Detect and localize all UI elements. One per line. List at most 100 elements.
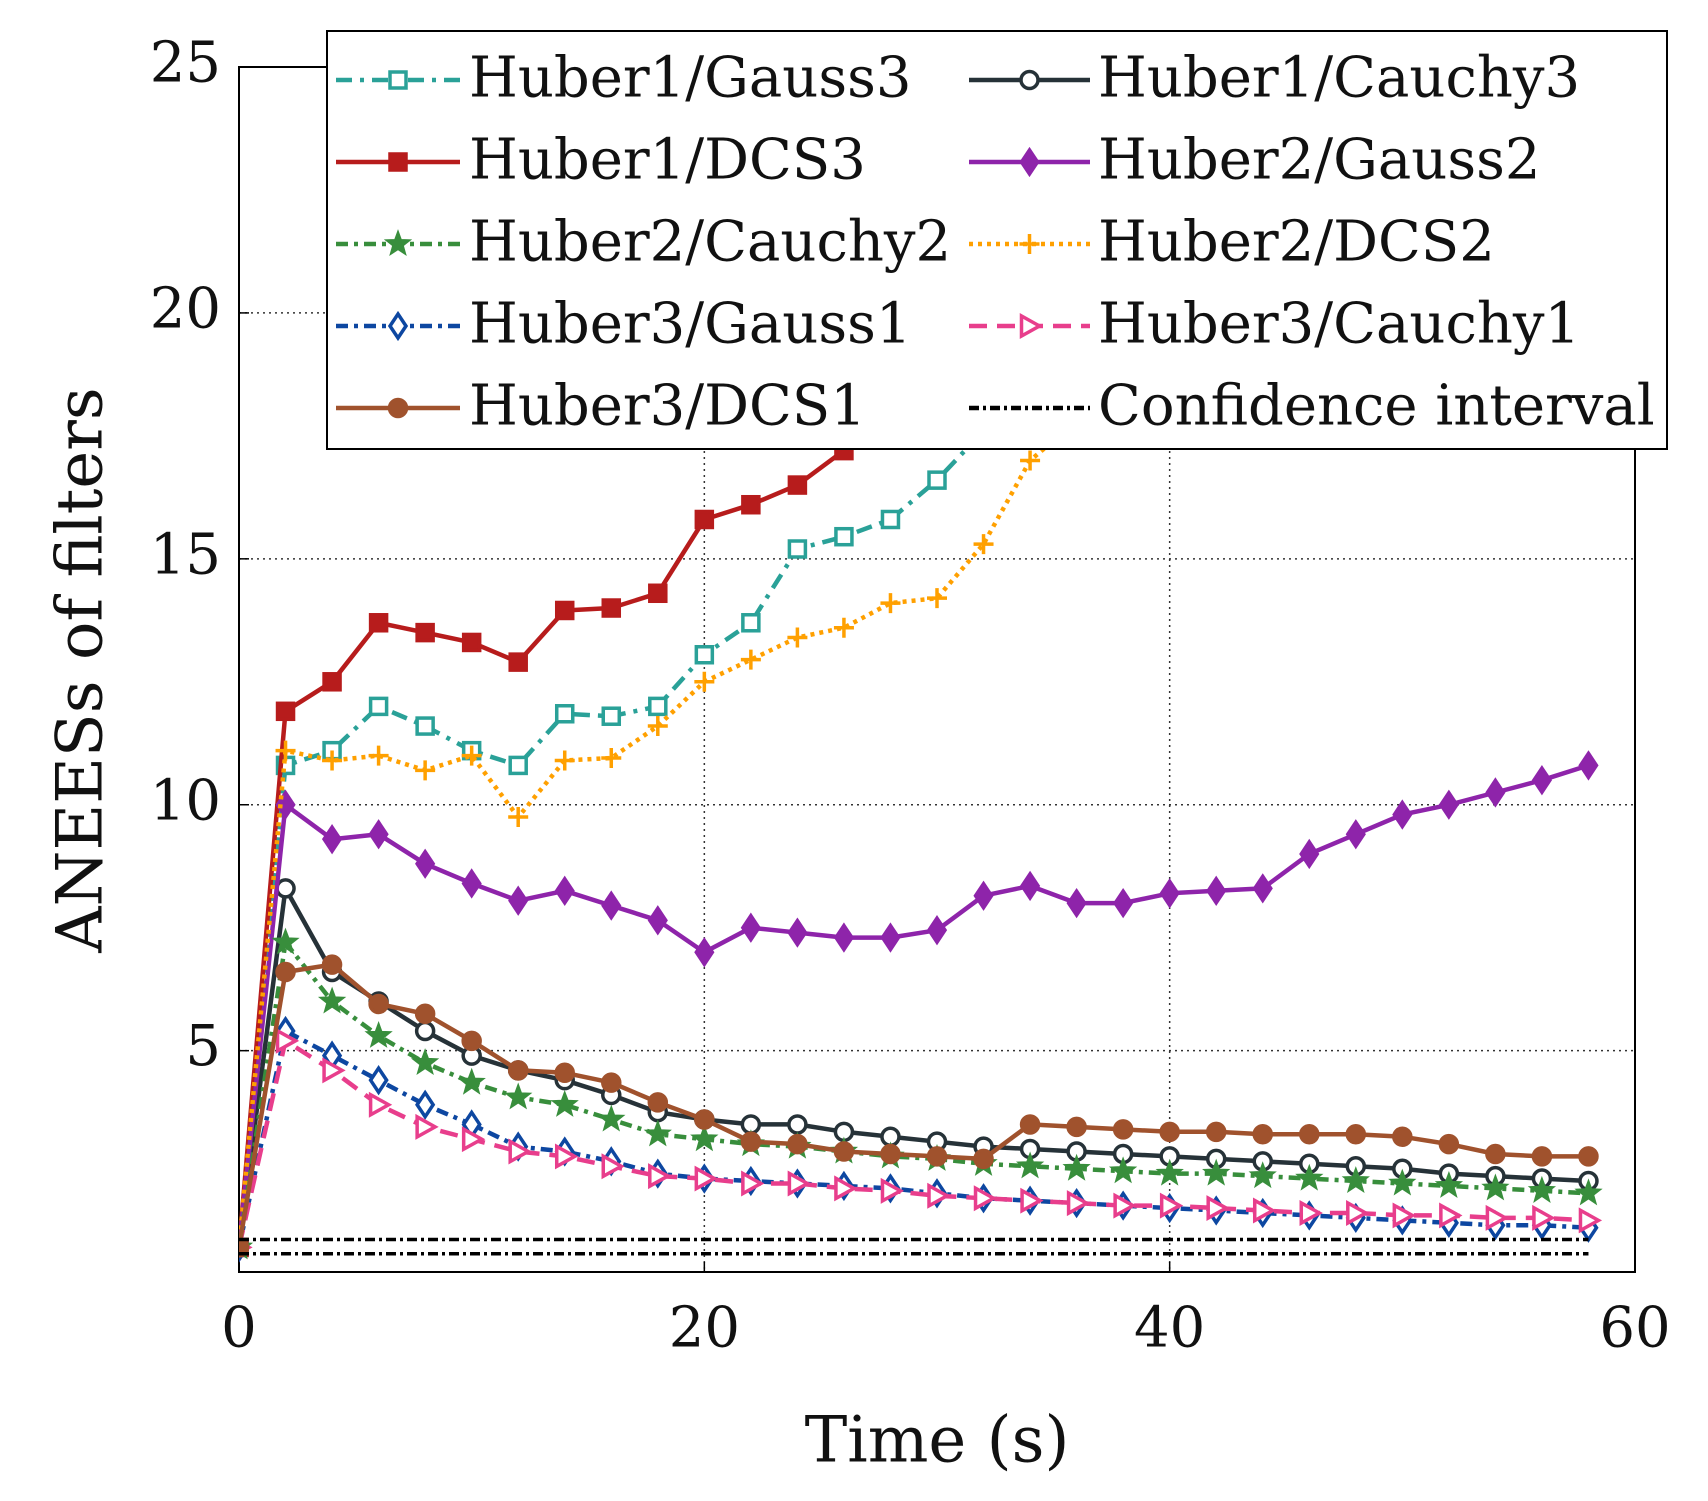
marker <box>1206 875 1227 906</box>
marker <box>833 617 854 638</box>
marker <box>787 539 808 559</box>
marker <box>508 885 529 916</box>
legend-box <box>326 30 1668 450</box>
marker <box>368 745 389 766</box>
marker <box>1019 1114 1041 1135</box>
legend-marker <box>387 310 409 342</box>
marker <box>1159 878 1180 909</box>
marker <box>415 622 435 643</box>
marker <box>1252 873 1273 904</box>
legend-marker <box>1019 69 1040 91</box>
marker <box>414 1020 436 1042</box>
marker <box>880 1143 901 1165</box>
marker <box>1485 777 1506 808</box>
marker <box>554 750 575 771</box>
marker <box>926 915 948 946</box>
marker <box>694 937 715 968</box>
legend-label: Huber2/Cauchy2 <box>469 210 951 275</box>
legend: Huber1/Gauss3 Huber1/Cauchy3 Huber1/DCS3 Hu… <box>326 30 1668 450</box>
marker <box>647 905 668 936</box>
marker <box>415 848 436 879</box>
marker <box>508 652 528 672</box>
legend-label: Huber1/Cauchy3 <box>1098 46 1580 111</box>
marker <box>1438 1133 1460 1155</box>
marker <box>880 922 901 953</box>
marker <box>322 672 342 692</box>
marker <box>1299 1124 1320 1145</box>
marker <box>1020 450 1041 471</box>
legend-marker <box>388 152 408 172</box>
marker <box>1392 799 1413 830</box>
marker <box>368 819 389 850</box>
marker <box>973 534 994 555</box>
marker <box>740 912 761 943</box>
series-line <box>239 962 1589 1248</box>
legend-marker <box>383 229 413 257</box>
marker <box>601 890 622 921</box>
marker <box>1481 1173 1510 1201</box>
marker <box>648 1163 672 1190</box>
legend-marker <box>1019 234 1040 254</box>
legend-label: Huber3/Gauss1 <box>469 292 911 357</box>
marker <box>415 1113 439 1140</box>
marker <box>275 961 296 983</box>
marker <box>457 1067 486 1095</box>
legend-label: Confidence interval <box>1098 374 1655 439</box>
marker <box>648 583 668 604</box>
marker <box>1392 1126 1413 1147</box>
marker <box>1295 1163 1324 1191</box>
marker <box>368 696 389 717</box>
marker <box>740 1131 762 1152</box>
marker <box>601 748 622 769</box>
marker <box>508 1138 532 1165</box>
marker <box>740 649 761 670</box>
marker <box>550 1089 579 1117</box>
marker <box>647 1092 669 1113</box>
marker <box>461 632 482 653</box>
marker <box>973 1148 994 1170</box>
marker <box>787 627 808 648</box>
x-axis-label: Time (s) <box>805 1404 1070 1478</box>
marker <box>1066 887 1087 919</box>
marker <box>321 954 343 975</box>
marker <box>1346 1200 1370 1226</box>
marker <box>1248 1161 1277 1189</box>
marker <box>787 1133 808 1155</box>
marker <box>275 701 296 722</box>
marker <box>741 1170 765 1197</box>
marker <box>1574 1178 1603 1206</box>
marker <box>317 986 347 1014</box>
marker <box>1113 1192 1137 1219</box>
marker <box>1066 1190 1091 1217</box>
marker <box>368 1065 389 1096</box>
y-tick-label: 5 <box>185 1014 221 1079</box>
marker <box>1578 1207 1603 1234</box>
marker <box>1578 750 1599 781</box>
legend-marker <box>1019 146 1040 178</box>
marker <box>1206 1195 1230 1222</box>
marker <box>1434 1171 1464 1198</box>
marker <box>834 526 854 547</box>
marker <box>1439 1202 1463 1229</box>
series-line <box>239 763 1590 1248</box>
marker <box>1159 1121 1180 1143</box>
marker <box>741 494 761 515</box>
marker <box>601 598 622 618</box>
legend-label: Huber1/DCS3 <box>469 128 866 193</box>
marker <box>410 1048 440 1076</box>
marker <box>694 1165 718 1192</box>
marker <box>1062 1153 1091 1181</box>
marker <box>648 696 668 717</box>
marker <box>239 1237 250 1258</box>
legend-label: Huber3/Cauchy1 <box>1098 292 1580 357</box>
marker <box>1388 1168 1417 1196</box>
marker <box>275 1027 300 1054</box>
legend-marker <box>1019 313 1044 339</box>
marker <box>880 593 901 614</box>
marker <box>1527 1175 1557 1203</box>
marker <box>1485 1143 1506 1165</box>
marker <box>694 1109 715 1130</box>
marker <box>461 868 482 899</box>
marker <box>554 600 575 621</box>
